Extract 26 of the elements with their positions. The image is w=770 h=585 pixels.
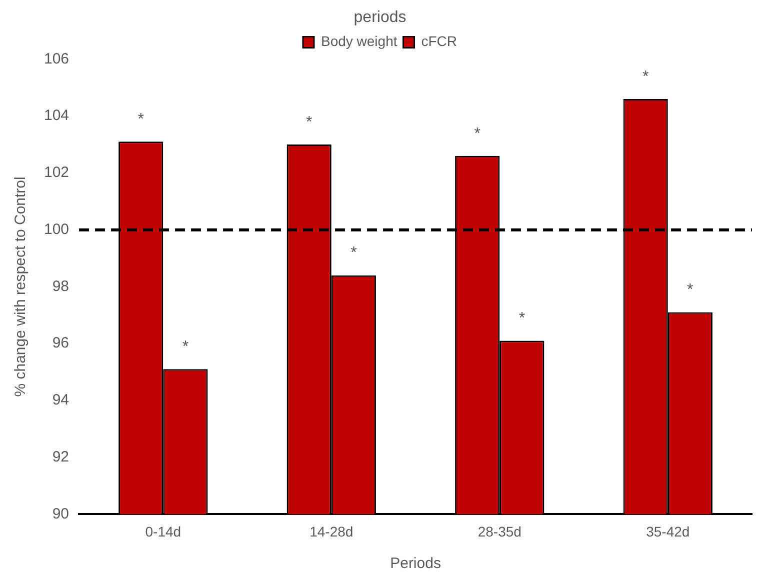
y-tick-label: 100 [44, 220, 70, 238]
x-tick-label: 14-28d [310, 523, 354, 540]
y-tick-label: 104 [44, 107, 70, 124]
y-tick-label: 92 [52, 448, 70, 466]
annotation: * [182, 338, 189, 356]
annotation: * [518, 310, 526, 328]
y-tick-label: 96 [52, 334, 70, 352]
legend-label: Body weight [320, 33, 398, 50]
annotation: * [687, 282, 694, 299]
annotation: * [350, 244, 357, 262]
annotation: * [474, 125, 480, 142]
y-tick-label: 90 [52, 505, 70, 522]
y-tick-label: 98 [52, 278, 70, 295]
annotation: * [306, 114, 312, 131]
x-tick-label: 35-42d [646, 523, 690, 540]
x-axis-title: Periods [390, 555, 441, 572]
x-tick-label: 28-35d [478, 523, 522, 540]
y-tick-label: 102 [44, 164, 70, 182]
chart-title: periods [354, 9, 406, 26]
legend-label: cFCR [421, 33, 458, 50]
y-tick-label: 106 [44, 50, 70, 68]
x-tick-label: 0-14d [145, 523, 182, 540]
y-tick-label: 94 [52, 392, 70, 409]
annotation: * [642, 68, 649, 86]
y-axis-title: % change with respect to Control [12, 176, 30, 397]
annotation: * [138, 111, 144, 128]
